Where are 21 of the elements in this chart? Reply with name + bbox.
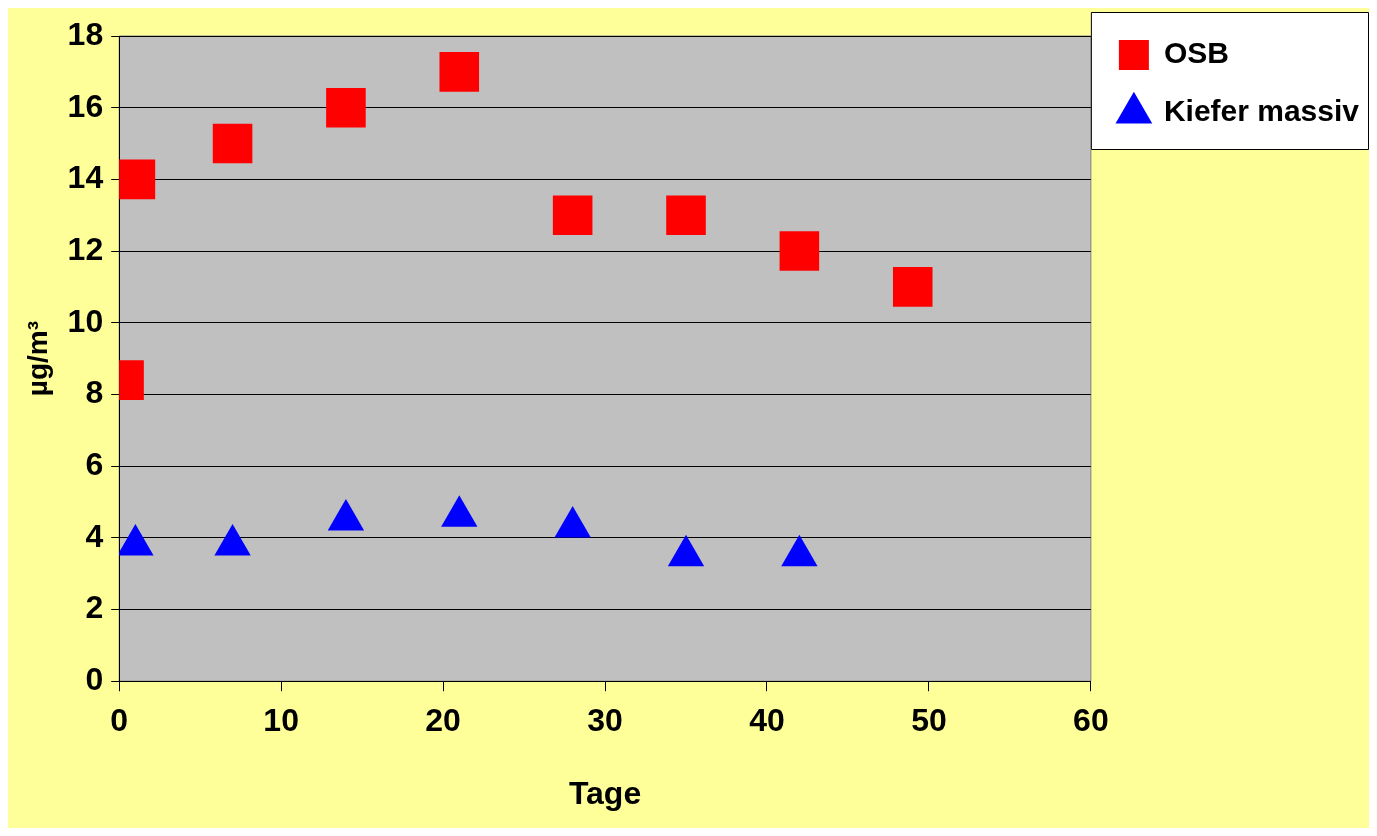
y-tick-label: 18 [67,15,104,52]
y-tick-label: 16 [67,87,104,124]
x-tick-label: 30 [587,702,623,739]
y-tick-label: 0 [85,661,104,698]
y-tick-label: 2 [85,589,104,626]
y-tick-label: 12 [67,230,104,267]
x-tick-label: 0 [110,702,129,739]
legend-label: Kiefer massiv [1163,94,1360,128]
x-tick-label: 10 [263,702,299,739]
y-axis-title: µg/m³ [21,320,53,397]
legend-label: OSB [1163,36,1229,70]
y-tick-label: 10 [67,302,104,339]
x-tick-label: 40 [749,702,785,739]
x-tick-label: 20 [425,702,461,739]
y-tick-label: 14 [67,159,104,196]
y-tick-label: 6 [85,445,104,482]
x-tick-label: 60 [1073,702,1109,739]
y-tick-label: 4 [85,517,104,554]
x-axis-title: Tage [568,774,642,811]
y-tick-label: 8 [85,374,104,411]
x-tick-label: 50 [911,702,947,739]
